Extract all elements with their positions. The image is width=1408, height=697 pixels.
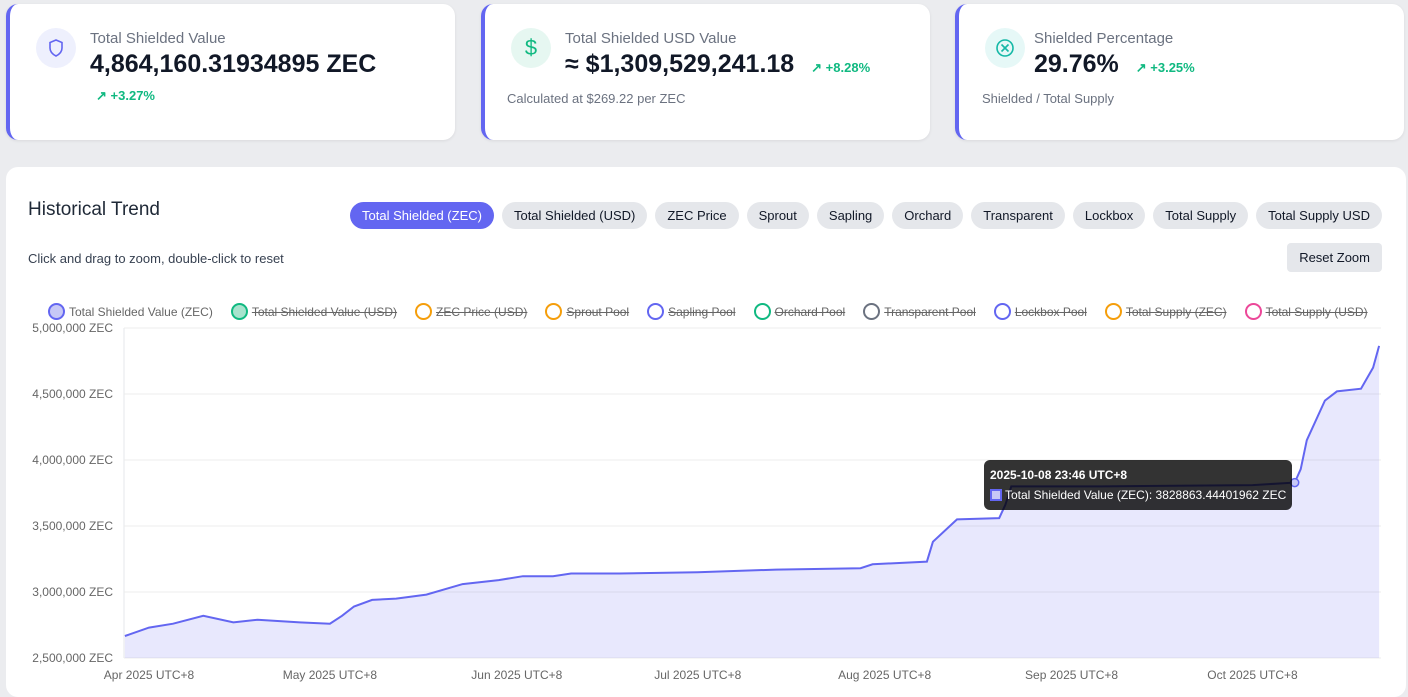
card-value: ≈ $1,309,529,241.18 ↗ +8.28% bbox=[565, 50, 870, 79]
series-line bbox=[124, 345, 1381, 637]
legend-label: Total Supply (ZEC) bbox=[1125, 304, 1227, 319]
legend-item[interactable]: Total Supply (ZEC) bbox=[1104, 303, 1227, 320]
change-value: +3.25% bbox=[1150, 60, 1195, 75]
x-tick-label: Oct 2025 UTC+8 bbox=[1207, 668, 1298, 682]
card-total-shielded-usd: $ Total Shielded USD Value ≈ $1,309,529,… bbox=[481, 4, 930, 140]
chart-tooltip: 2025-10-08 23:46 UTC+8 Total Shielded Va… bbox=[984, 460, 1293, 510]
tab-sapling[interactable]: Sapling bbox=[816, 202, 885, 229]
legend-swatch bbox=[863, 303, 881, 320]
card-value: 29.76% ↗ +3.25% bbox=[1034, 50, 1195, 79]
y-tick-label: 4,000,000 ZEC bbox=[32, 453, 113, 467]
zoom-hint: Click and drag to zoom, double-click to … bbox=[28, 251, 284, 266]
panel-title: Historical Trend bbox=[28, 199, 160, 220]
card-title: Total Shielded USD Value bbox=[565, 30, 737, 47]
historical-trend-panel: Historical Trend Total Shielded (ZEC) Tot… bbox=[6, 167, 1406, 697]
legend-swatch bbox=[753, 303, 771, 320]
legend-swatch bbox=[1244, 303, 1262, 320]
x-tick-label: Jun 2025 UTC+8 bbox=[471, 668, 562, 682]
legend-item[interactable]: Total Shielded Value (USD) bbox=[230, 303, 398, 320]
card-value-text: ≈ $1,309,529,241.18 bbox=[565, 50, 795, 78]
y-tick-label: 3,500,000 ZEC bbox=[32, 519, 113, 533]
change-value: +3.27% bbox=[110, 88, 155, 103]
legend-swatch bbox=[993, 303, 1011, 320]
tab-total-supply[interactable]: Total Supply bbox=[1153, 202, 1249, 229]
legend-label: ZEC Price (USD) bbox=[436, 304, 528, 319]
card-shielded-percentage: Shielded Percentage 29.76% ↗ +3.25% Shie… bbox=[955, 4, 1404, 140]
x-tick-label: Sep 2025 UTC+8 bbox=[1025, 668, 1118, 682]
y-tick-label: 5,000,000 ZEC bbox=[32, 321, 113, 335]
legend-item[interactable]: Total Shielded Value (ZEC) bbox=[48, 303, 213, 320]
card-total-shielded-value: Total Shielded Value 4,864,160.31934895 … bbox=[6, 4, 455, 140]
legend-item[interactable]: ZEC Price (USD) bbox=[415, 303, 527, 320]
y-tick-label: 3,000,000 ZEC bbox=[32, 585, 113, 599]
legend-swatch bbox=[647, 303, 665, 320]
legend-swatch bbox=[230, 303, 248, 320]
card-title: Total Shielded Value bbox=[90, 30, 226, 47]
legend-item[interactable]: Lockbox Pool bbox=[993, 303, 1087, 320]
tab-zec-price[interactable]: ZEC Price bbox=[655, 202, 739, 229]
y-tick-label: 4,500,000 ZEC bbox=[32, 387, 113, 401]
legend-item[interactable]: Total Supply (USD) bbox=[1244, 303, 1368, 320]
change-badge: ↗ +3.27% bbox=[96, 88, 155, 104]
legend-item[interactable]: Sapling Pool bbox=[647, 303, 736, 320]
y-tick-label: 2,500,000 ZEC bbox=[32, 651, 113, 665]
legend-item[interactable]: Sprout Pool bbox=[545, 303, 629, 320]
trend-up-icon: ↗ bbox=[96, 88, 107, 103]
series-area bbox=[124, 345, 1380, 658]
legend-label: Orchard Pool bbox=[774, 304, 846, 319]
legend-swatch bbox=[48, 303, 65, 320]
tab-sprout[interactable]: Sprout bbox=[746, 202, 809, 229]
card-title: Shielded Percentage bbox=[1034, 30, 1174, 47]
tab-total-shielded-usd[interactable]: Total Shielded (USD) bbox=[501, 202, 648, 229]
reset-zoom-button[interactable]: Reset Zoom bbox=[1287, 243, 1382, 272]
x-tick-label: May 2025 UTC+8 bbox=[283, 668, 378, 682]
tooltip-value: Total Shielded Value (ZEC): 3828863.4440… bbox=[1005, 488, 1287, 502]
x-tick-label: Apr 2025 UTC+8 bbox=[104, 668, 195, 682]
legend-item[interactable]: Transparent Pool bbox=[863, 303, 976, 320]
x-tick-label: Aug 2025 UTC+8 bbox=[838, 668, 931, 682]
legend-label: Total Supply (USD) bbox=[1265, 304, 1368, 319]
legend-label: Sprout Pool bbox=[566, 304, 630, 319]
tooltip-date: 2025-10-08 23:46 UTC+8 bbox=[990, 468, 1128, 482]
legend-label: Total Shielded Value (ZEC) bbox=[69, 304, 213, 319]
metric-tabs: Total Shielded (ZEC) Total Shielded (USD)… bbox=[350, 202, 1382, 229]
legend-item[interactable]: Orchard Pool bbox=[753, 303, 846, 320]
tooltip-swatch bbox=[990, 489, 1002, 501]
card-value: 4,864,160.31934895 ZEC bbox=[90, 50, 377, 78]
circle-x-icon bbox=[985, 28, 1025, 68]
shield-icon bbox=[36, 28, 76, 68]
tab-total-shielded-zec[interactable]: Total Shielded (ZEC) bbox=[350, 202, 494, 229]
tab-total-supply-usd[interactable]: Total Supply USD bbox=[1256, 202, 1382, 229]
tab-orchard[interactable]: Orchard bbox=[892, 202, 964, 229]
legend-label: Transparent Pool bbox=[884, 304, 976, 319]
chart-legend: Total Shielded Value (ZEC) Total Shielded… bbox=[48, 303, 1368, 320]
legend-swatch bbox=[545, 303, 563, 320]
dollar-icon: $ bbox=[511, 28, 551, 68]
change-badge: ↗ +3.25% bbox=[1135, 60, 1195, 75]
change-value: +8.28% bbox=[825, 60, 871, 75]
x-tick-label: Jul 2025 UTC+8 bbox=[654, 668, 741, 682]
card-subtext: Shielded / Total Supply bbox=[982, 91, 1115, 106]
legend-swatch bbox=[1104, 303, 1122, 320]
tab-lockbox[interactable]: Lockbox bbox=[1072, 202, 1146, 229]
card-value-text: 29.76% bbox=[1034, 50, 1119, 78]
card-subtext: Calculated at $269.22 per ZEC bbox=[507, 91, 686, 106]
legend-label: Total Shielded Value (USD) bbox=[251, 304, 398, 319]
tab-transparent[interactable]: Transparent bbox=[971, 202, 1065, 229]
legend-label: Lockbox Pool bbox=[1014, 304, 1087, 319]
legend-label: Sapling Pool bbox=[668, 304, 736, 319]
change-badge: ↗ +8.28% bbox=[811, 60, 871, 75]
legend-swatch bbox=[415, 303, 433, 320]
